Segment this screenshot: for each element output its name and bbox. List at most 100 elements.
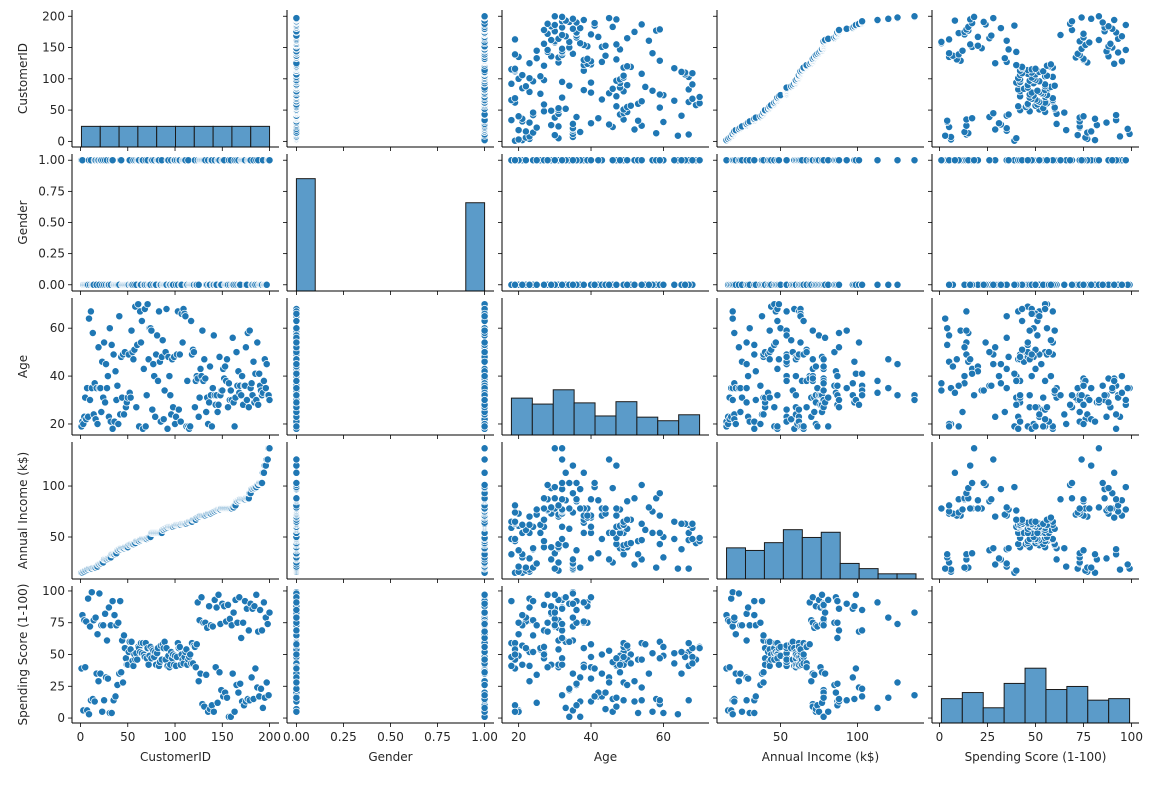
scatter-point: [1025, 391, 1034, 400]
scatter-point: [821, 333, 830, 342]
scatter-point: [989, 455, 998, 464]
y-axis-label-gender: Gender: [16, 200, 30, 244]
scatter-point: [480, 642, 489, 651]
scatter-point: [1041, 376, 1050, 385]
scatter-point: [943, 116, 952, 125]
scatter-point: [576, 712, 585, 721]
panel-gender-vs-customerid: 0.00 0.25 0.50 0.75 1.00: [38, 153, 279, 295]
scatter-point: [558, 479, 567, 487]
scatter-point: [937, 379, 946, 388]
scatter-point: [1110, 16, 1119, 24]
scatter-point: [137, 338, 145, 347]
scatter-point: [855, 156, 863, 165]
scatter-point: [819, 362, 828, 371]
scatter-point: [511, 50, 519, 59]
scatter-point: [985, 156, 994, 165]
histogram-bar: [858, 568, 879, 580]
scatter-point: [728, 710, 737, 719]
scatter-point: [842, 326, 851, 335]
scatter-point: [1023, 156, 1032, 165]
scatter-point: [1046, 280, 1055, 289]
scatter-point: [734, 677, 743, 686]
scatter-point: [835, 329, 843, 337]
panel-annual-income-k-vs-gender: [283, 442, 494, 583]
scatter-point: [1018, 345, 1027, 354]
scatter-point: [952, 355, 961, 364]
scatter-point: [945, 49, 954, 58]
scatter-point: [81, 663, 90, 672]
scatter-point: [1043, 403, 1051, 412]
scatter-point: [127, 637, 136, 646]
scatter-point: [583, 54, 592, 63]
scatter-point: [558, 620, 567, 628]
scatter-point: [540, 107, 548, 116]
scatter-point: [960, 563, 969, 572]
scatter-point: [525, 87, 534, 96]
scatter-point: [893, 620, 902, 628]
scatter-point: [677, 545, 686, 554]
scatter-point: [634, 116, 643, 125]
scatter-point: [989, 544, 998, 553]
scatter-point: [565, 81, 574, 90]
scatter-point: [1060, 410, 1069, 419]
scatter-point: [1104, 398, 1113, 407]
scatter-point: [292, 664, 301, 673]
histogram-bar: [99, 125, 120, 148]
scatter-point: [659, 553, 668, 562]
scatter-point: [677, 648, 686, 656]
y-axis-label-age: Age: [16, 355, 30, 378]
scatter-point: [261, 384, 270, 393]
scatter-point: [1087, 563, 1096, 572]
scatter-point: [576, 673, 585, 682]
scatter-point: [893, 360, 902, 369]
scatter-point: [292, 650, 301, 659]
scatter-point: [1121, 483, 1130, 492]
scatter-point: [941, 131, 950, 140]
scatter-point: [194, 280, 203, 289]
scatter-point: [1012, 61, 1021, 70]
x-tick-label: 100: [164, 730, 187, 744]
histogram-bar: [896, 573, 917, 580]
scatter-point: [962, 326, 971, 335]
scatter-point: [1004, 156, 1013, 165]
scatter-point: [750, 424, 759, 433]
scatter-point: [507, 116, 516, 125]
scatter-point: [1002, 312, 1011, 321]
scatter-point: [670, 649, 679, 658]
scatter-point: [114, 618, 123, 627]
scatter-point: [1004, 110, 1013, 119]
scatter-point: [230, 422, 239, 431]
scatter-point: [623, 681, 632, 689]
scatter-point: [945, 501, 954, 510]
scatter-point: [565, 712, 574, 721]
scatter-point: [480, 608, 489, 617]
scatter-point: [540, 280, 548, 289]
scatter-point: [962, 307, 971, 316]
histogram-bar: [744, 549, 765, 580]
scatter-point: [1012, 47, 1021, 56]
scatter-point: [799, 317, 808, 325]
scatter-point: [265, 444, 274, 453]
scatter-point: [543, 156, 552, 165]
scatter-point: [1039, 422, 1048, 431]
scatter-point: [572, 113, 581, 121]
scatter-point: [529, 631, 538, 640]
scatter-point: [480, 620, 489, 628]
scatter-point: [884, 280, 893, 289]
scatter-point: [659, 642, 668, 651]
scatter-point: [561, 468, 570, 477]
scatter-point: [688, 94, 697, 103]
scatter-point: [97, 408, 106, 416]
x-tick-label: 1.00: [471, 730, 498, 744]
scatter-point: [540, 650, 548, 659]
scatter-point: [688, 659, 697, 668]
scatter-point: [511, 517, 519, 526]
x-tick-label: 200: [258, 730, 281, 744]
scatter-point: [858, 684, 867, 693]
scatter-point: [101, 398, 110, 407]
scatter-point: [996, 360, 1005, 369]
scatter-point: [1117, 280, 1126, 289]
scatter-point: [989, 360, 998, 369]
x-tick-label: 40: [583, 730, 598, 744]
scatter-point: [292, 707, 301, 716]
